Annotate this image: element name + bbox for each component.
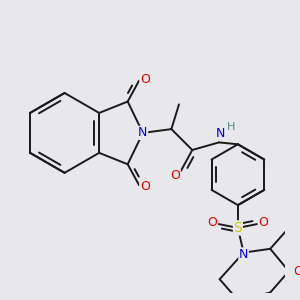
Text: O: O (293, 265, 300, 278)
Text: O: O (140, 73, 150, 86)
Text: O: O (170, 169, 180, 182)
Text: N: N (216, 127, 226, 140)
Text: N: N (138, 126, 148, 140)
Text: O: O (259, 216, 269, 229)
Text: O: O (207, 216, 217, 229)
Text: O: O (140, 180, 150, 193)
Text: N: N (239, 248, 248, 261)
Text: S: S (233, 221, 242, 235)
Text: H: H (227, 122, 236, 132)
